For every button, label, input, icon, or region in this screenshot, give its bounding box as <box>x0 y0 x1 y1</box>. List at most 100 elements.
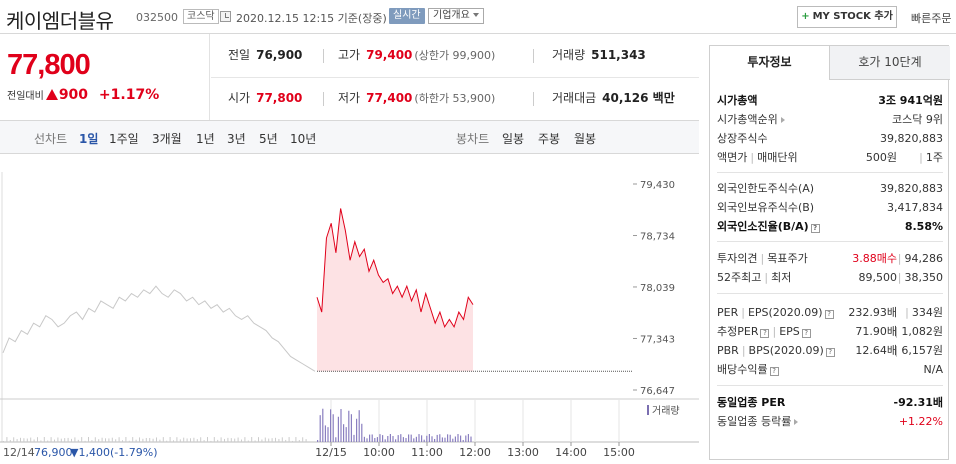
today-volume-bar <box>343 424 345 442</box>
prev-day-volume-bar <box>118 437 120 442</box>
help-icon[interactable]: ? <box>825 348 835 357</box>
y-tick-label: 79,430 <box>640 180 675 191</box>
week52-high-value: 89,500 <box>858 271 898 284</box>
today-volume-bar <box>382 435 384 442</box>
est-per-label: 추정PER? | EPS? <box>717 322 811 341</box>
tab-5year[interactable]: 5년 <box>259 132 278 146</box>
prev-day-volume-bar <box>26 438 28 442</box>
tab-weekly-candle[interactable]: 주봉 <box>538 132 561 146</box>
help-icon[interactable]: ? <box>810 224 820 233</box>
tab-1day[interactable]: 1일 <box>79 132 99 146</box>
industry-rate-value: +1.22% <box>898 415 943 428</box>
add-mystock-button[interactable]: + MY STOCK 추가 <box>797 6 897 28</box>
high-value: 79,400 <box>366 48 413 62</box>
today-volume-bar <box>322 408 324 442</box>
prev-day-volume-bar <box>173 440 174 442</box>
foreign-limit-row: 외국인한도주식수(A) 39,820,883 <box>717 179 943 198</box>
today-volume-bar <box>413 438 415 442</box>
prev-day-volume-bar <box>84 440 86 442</box>
quote-grid: 전일 76,900 고가 79,400 (상한가 99,900) 거래량 511,343… <box>211 34 699 120</box>
prev-day-volume-bar <box>264 437 266 442</box>
per-row: PER | EPS(2020.09)? 232.93배 | 334원 <box>717 303 943 322</box>
prev-day-volume-bar <box>210 440 212 442</box>
today-volume-bar <box>467 434 469 442</box>
prev-day-volume-bar <box>176 437 178 442</box>
stock-header: 케이엠더블유 032500 코스닥 2020.12.15 12:15 기준(장중… <box>0 0 956 34</box>
prev-day-close: 76,900 <box>34 446 73 459</box>
trade-unit-value: | 1주 <box>919 151 943 164</box>
tab-3month[interactable]: 3개월 <box>152 132 182 146</box>
prev-day-volume-bar <box>122 440 123 442</box>
prev-day-volume-bar <box>139 437 140 442</box>
prev-day-volume-bar <box>132 437 134 442</box>
prev-day-volume-bar <box>77 439 79 442</box>
market-cap-row: 시가총액 3조 941억원 <box>717 91 943 110</box>
clock-icon <box>220 11 231 22</box>
today-volume-bar <box>405 438 407 442</box>
today-volume-bar <box>374 438 376 442</box>
help-icon[interactable]: ? <box>760 329 770 338</box>
today-volume-bar <box>389 434 391 442</box>
par-row: 액면가 | 매매단위 500원 | 1주 <box>717 148 943 167</box>
prev-day-volume-bar <box>285 439 287 442</box>
candle-chart-label: 봉차트 <box>456 132 490 146</box>
chevron-right-icon <box>780 117 785 123</box>
industry-rate-label: 동일업종 등락률 <box>717 412 799 431</box>
today-volume-bar <box>395 439 397 442</box>
prev-day-volume-bar <box>190 438 191 442</box>
today-volume-bar <box>361 423 363 442</box>
help-icon[interactable]: ? <box>801 329 811 338</box>
market-rank-row[interactable]: 시가총액순위 코스닥 9위 <box>717 110 943 129</box>
current-price: 77,800 <box>7 49 91 81</box>
today-volume-bar <box>421 435 423 442</box>
prev-day-volume-bar <box>186 438 188 442</box>
market-cap-label: 시가총액 <box>717 94 758 107</box>
high-label: 고가 <box>338 48 361 62</box>
prev-day-volume-bar <box>203 440 205 442</box>
prev-day-volume-bar <box>224 438 225 442</box>
prev-day-volume-bar <box>268 438 270 442</box>
dividend-value: N/A <box>923 363 943 376</box>
upper-limit: (상한가 99,900) <box>414 49 496 62</box>
tab-investment-info[interactable]: 투자정보 <box>710 46 830 80</box>
price-change: 전일대비 900 +1.17% <box>7 87 159 103</box>
tab-monthly-candle[interactable]: 월봉 <box>574 132 597 146</box>
tab-daily-candle[interactable]: 일봉 <box>502 132 525 146</box>
industry-rate-row[interactable]: 동일업종 등락률 +1.22% <box>717 412 943 431</box>
up-triangle-icon <box>45 89 58 100</box>
help-icon[interactable]: ? <box>769 367 779 376</box>
quick-order-link[interactable]: 빠른주문 <box>911 12 952 25</box>
tab-1year[interactable]: 1년 <box>196 132 215 146</box>
divider <box>717 241 943 242</box>
prev-day-volume-bar <box>6 437 8 442</box>
company-overview-label: 기업개요 <box>433 10 470 21</box>
tab-order-book-10[interactable]: 호가 10단계 <box>830 46 950 80</box>
prev-day-volume-bar <box>40 440 42 442</box>
prev-day-volume-bar <box>47 440 49 442</box>
prev-day-price-line <box>2 285 316 372</box>
tab-1week[interactable]: 1주일 <box>109 132 139 146</box>
today-volume-bar <box>397 435 399 442</box>
prev-close-value: 76,900 <box>256 48 303 62</box>
prev-day-volume-bar <box>101 437 103 442</box>
pbr-row: PBR | BPS(2020.09)? 12.64배 | 6,157원 <box>717 341 943 360</box>
company-overview-dropdown[interactable]: 기업개요 <box>428 8 484 24</box>
foreign-hold-label: 외국인보유주식수(B) <box>717 201 815 214</box>
today-volume-bar <box>444 437 446 442</box>
tab-10year[interactable]: 10년 <box>290 132 317 146</box>
prev-day-volume-bar <box>292 440 293 442</box>
prev-day-volume-bar <box>193 437 195 442</box>
prev-day-volume-bar <box>196 439 198 442</box>
x-tick-label: 14:00 <box>555 446 587 459</box>
help-icon[interactable]: ? <box>824 310 834 319</box>
today-volume-bar <box>452 438 454 442</box>
opinion-row: 투자의견 | 목표주가 3.88매수 | 94,286 <box>717 249 943 268</box>
prev-day-volume-bar <box>207 437 208 442</box>
foreign-ratio-label: 외국인소진율(B/A)? <box>717 217 820 236</box>
prev-day-volume-bar <box>91 440 93 442</box>
foreign-hold-value: 3,417,834 <box>887 201 943 214</box>
y-tick-label: 78,039 <box>640 283 675 294</box>
tab-3year[interactable]: 3년 <box>227 132 246 146</box>
est-eps-value: | 1,082원 <box>894 325 943 338</box>
prev-day-volume-bar <box>145 437 147 442</box>
